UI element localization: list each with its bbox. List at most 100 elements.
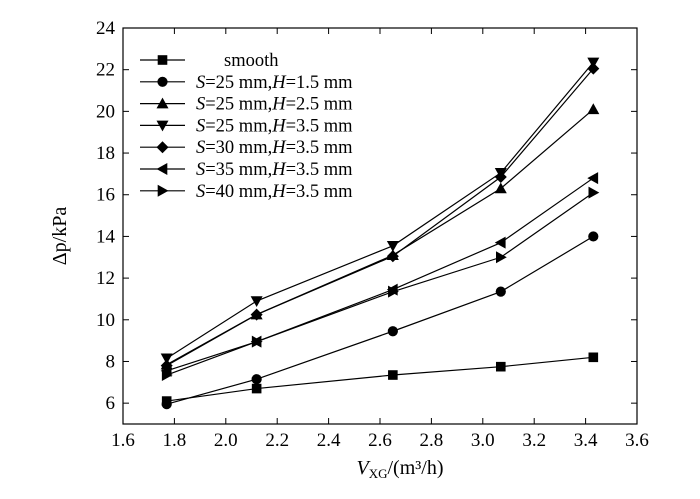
y-tick-label: 12 <box>96 268 115 289</box>
y-tick-label: 20 <box>96 101 115 122</box>
legend-label: S=35 mm,H=3.5 mm <box>196 160 353 180</box>
legend-label-part: S <box>196 160 205 180</box>
legend-entry: smooth <box>140 51 278 71</box>
legend-marker-square <box>157 55 168 65</box>
legend-label-part: =3.5 mm <box>286 182 354 202</box>
legend-marker-triangle-up <box>156 97 169 109</box>
legend-entry: S=25 mm,H=3.5 mm <box>140 116 353 136</box>
y-tick-label: 10 <box>96 310 115 331</box>
x-axis-label-main: V <box>357 457 372 479</box>
data-point-circle <box>161 399 172 410</box>
series-markers <box>160 57 600 410</box>
legend-marker-triangle-right <box>157 184 169 197</box>
legend-label-part: =3.5 mm <box>286 116 354 136</box>
x-tick-label: 2.4 <box>317 430 341 451</box>
legend-label-part: =25 mm, <box>205 95 272 115</box>
legend-label: S=25 mm,H=2.5 mm <box>196 95 353 115</box>
data-point-square <box>251 383 262 394</box>
data-point-square <box>388 370 398 380</box>
data-point-diamond <box>587 62 600 75</box>
x-tick-label: 1.8 <box>163 430 187 451</box>
legend-label-part: =25 mm, <box>205 116 272 136</box>
legend-label-part: =25 mm, <box>205 73 272 93</box>
x-tick-label: 2.0 <box>214 430 238 451</box>
y-tick-label: 18 <box>96 143 115 164</box>
legend-label: S=30 mm,H=3.5 mm <box>196 138 353 158</box>
legend-label: S=40 mm,H=3.5 mm <box>196 182 353 202</box>
legend-label-part: H <box>271 95 287 115</box>
legend-entry: S=35 mm,H=3.5 mm <box>140 160 353 180</box>
legend-label-part: S <box>196 95 205 115</box>
x-tick-label: 1.6 <box>111 430 135 451</box>
legend-label: smooth <box>224 51 278 71</box>
legend-entry: S=30 mm,H=3.5 mm <box>140 138 353 158</box>
data-point-circle <box>251 374 262 385</box>
legend-marker-circle <box>157 76 168 87</box>
x-axis-label-sub: XG <box>369 466 388 481</box>
data-point-square <box>588 352 599 363</box>
data-point-circle <box>495 286 506 297</box>
legend-label-part: =30 mm, <box>205 138 272 158</box>
data-point-triangle-left <box>494 236 506 249</box>
legend-label-part: =40 mm, <box>205 182 272 202</box>
legend-label-part: =3.5 mm <box>286 160 354 180</box>
data-point-circle <box>588 231 599 242</box>
x-tick-label: 3.6 <box>625 430 649 451</box>
data-point-triangle-right <box>388 285 399 298</box>
y-tick-label: 16 <box>96 185 115 206</box>
y-tick-label: 14 <box>96 226 116 247</box>
data-point-diamond <box>250 308 263 321</box>
legend-label-part: S <box>196 73 205 93</box>
legend-label-part: =1.5 mm <box>286 73 354 93</box>
y-tick-label: 22 <box>96 60 115 81</box>
legend-label-part: smooth <box>224 51 278 71</box>
x-tick-label: 2.2 <box>265 430 289 451</box>
legend-label-part: H <box>271 116 287 136</box>
legend-entry: S=25 mm,H=2.5 mm <box>140 95 353 115</box>
y-tick-label: 24 <box>96 18 116 39</box>
x-axis-label: VXG/(m³/h) <box>357 457 444 481</box>
legend-label-part: H <box>271 73 287 93</box>
data-point-square <box>495 361 506 372</box>
x-tick-label: 3.2 <box>522 430 546 451</box>
legend-entry: S=25 mm,H=1.5 mm <box>140 73 353 93</box>
y-tick-label: 8 <box>106 351 116 372</box>
x-axis-label-unit: /(m³/h) <box>388 457 444 479</box>
legend-label-part: =2.5 mm <box>286 95 354 115</box>
data-point-triangle-right <box>251 335 263 348</box>
data-point-diamond <box>494 171 507 184</box>
data-point-diamond <box>386 250 399 263</box>
legend-label: S=25 mm,H=3.5 mm <box>196 116 353 136</box>
data-point-triangle-up <box>494 182 507 194</box>
axes: 1.6 1.8 2.0 2.2 2.4 2.6 2.8 3.0 3.2 3.4 3.6 6 8 10 12 1… <box>96 18 649 451</box>
legend-label-part: =3.5 mm <box>286 138 354 158</box>
data-point-triangle-down <box>386 241 399 252</box>
legend-entry: S=40 mm,H=3.5 mm <box>140 182 353 202</box>
legend-label: S=25 mm,H=1.5 mm <box>196 73 353 93</box>
x-tick-label: 2.8 <box>420 430 444 451</box>
y-axis-label: Δp/kPa <box>49 207 71 266</box>
legend-label-part: S <box>196 116 205 136</box>
legend-label-part: H <box>271 160 287 180</box>
legend-label-part: S <box>196 182 205 202</box>
legend-label-part: H <box>271 138 287 158</box>
legend-marker-diamond <box>156 141 169 154</box>
x-tick-label: 2.6 <box>368 430 392 451</box>
data-point-triangle-right <box>161 369 173 382</box>
legend-label-part: S <box>196 138 205 158</box>
x-tick-label: 3.0 <box>471 430 495 451</box>
data-point-triangle-right <box>588 186 600 199</box>
x-tick-label: 3.4 <box>574 430 598 451</box>
data-point-triangle-right <box>495 251 507 264</box>
data-point-triangle-down <box>160 353 173 365</box>
data-point-triangle-up <box>587 103 600 115</box>
data-point-triangle-left <box>587 172 599 185</box>
series-line-1 <box>166 356 594 402</box>
legend-marker-triangle-left <box>156 163 168 175</box>
legend-label-part: H <box>271 182 287 202</box>
legend-marker-triangle-down <box>156 120 169 132</box>
series-line-7 <box>166 192 594 376</box>
data-point-circle <box>387 326 398 337</box>
